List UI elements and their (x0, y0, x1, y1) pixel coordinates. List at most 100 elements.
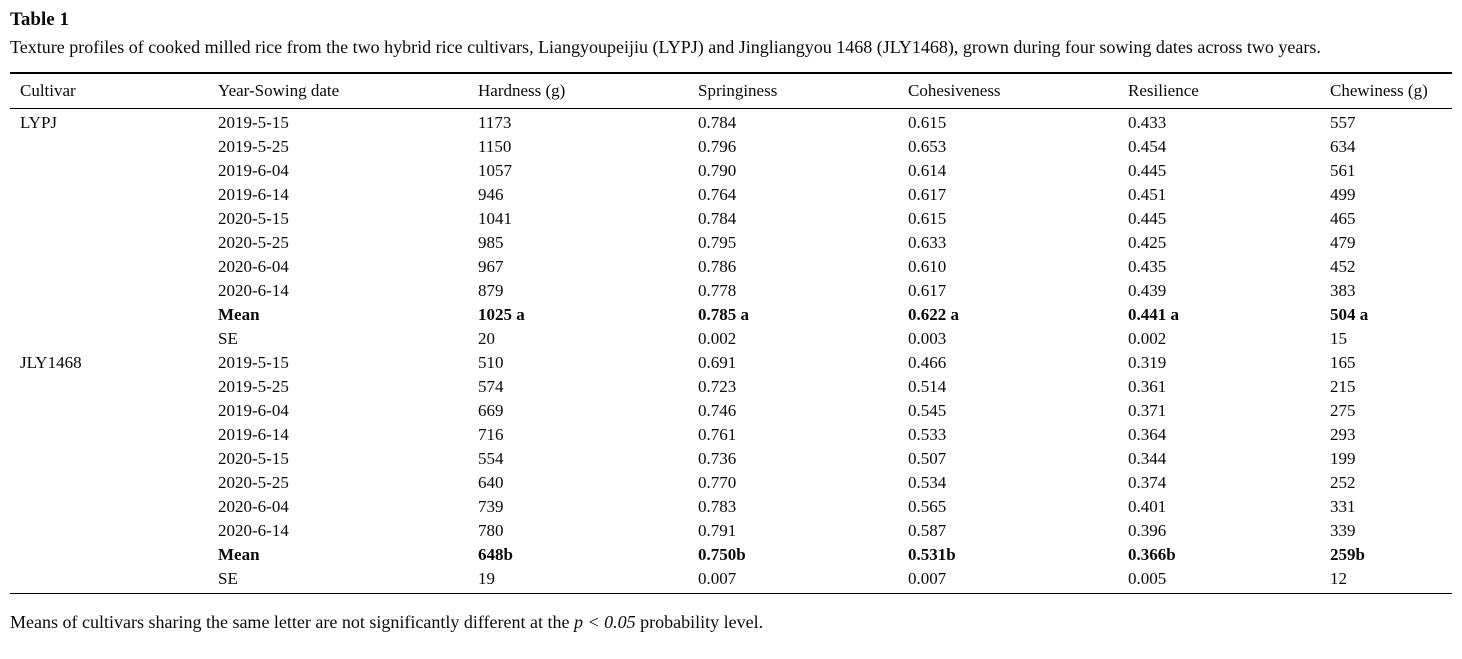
table-cell-date: 2019-6-04 (218, 401, 289, 420)
table-cell-hardness: 967 (478, 257, 504, 276)
footnote-p-value: p < 0.05 (573, 612, 636, 632)
table-cell-chewiness: 499 (1330, 185, 1356, 204)
table-cell-hardness: 1041 (478, 209, 512, 228)
table-cell-springiness: 0.786 (698, 257, 737, 276)
data-table: Cultivar Year-Sowing date Hardness (g) S… (10, 72, 1452, 594)
table-cell-resilience: 0.435 (1128, 257, 1167, 276)
table-cell-chewiness: 557 (1330, 113, 1356, 132)
table-cell-cultivar (10, 255, 208, 279)
table-label: Table 1 (10, 9, 69, 30)
table-cell-chewiness: 561 (1330, 161, 1356, 180)
table-cell-springiness: 0.002 (698, 329, 737, 348)
table-cell-date: 2019-5-15 (218, 353, 289, 372)
table-cell-hardness: 640 (478, 473, 504, 492)
table-cell-cohesiveness: 0.617 (908, 185, 947, 204)
table-cell-chewiness: 383 (1330, 281, 1356, 300)
table-cell-date: SE (218, 569, 238, 588)
table-cell-resilience: 0.439 (1128, 281, 1167, 300)
table-cell-resilience: 0.366b (1128, 545, 1176, 564)
table-cell-springiness: 0.770 (698, 473, 737, 492)
table-cell-cohesiveness: 0.614 (908, 161, 947, 180)
table-cell-hardness: 985 (478, 233, 504, 252)
table-cell-hardness: 19 (478, 569, 495, 588)
table-cell-cohesiveness: 0.533 (908, 425, 947, 444)
table-cell-date: 2020-6-04 (218, 257, 289, 276)
table-row: 2019-6-04 1057 0.790 0.614 0.445 561 (10, 159, 1452, 183)
table-cell-cohesiveness: 0.466 (908, 353, 947, 372)
table-cell-date: Mean (218, 545, 260, 564)
table-cell-cultivar (10, 183, 208, 207)
table-cell-hardness: 510 (478, 353, 504, 372)
table-cell-chewiness: 331 (1330, 497, 1356, 516)
table-cell-date: 2020-5-25 (218, 233, 289, 252)
table-cell-resilience: 0.451 (1128, 185, 1167, 204)
table-cell-springiness: 0.791 (698, 521, 737, 540)
table-row: SE 20 0.002 0.003 0.002 15 (10, 327, 1452, 351)
table-cell-hardness: 1057 (478, 161, 512, 180)
table-cell-chewiness: 252 (1330, 473, 1356, 492)
table-cell-chewiness: 215 (1330, 377, 1356, 396)
table-cell-cultivar (10, 543, 208, 567)
table-cell-hardness: 20 (478, 329, 495, 348)
table-row: 2020-6-04 739 0.783 0.565 0.401 331 (10, 495, 1452, 519)
table-cell-cultivar (10, 519, 208, 543)
table-row: Mean 1025 a 0.785 a 0.622 a 0.441 a 504 a (10, 303, 1452, 327)
table-cell-cultivar (10, 207, 208, 231)
table-row: 2020-5-25 640 0.770 0.534 0.374 252 (10, 471, 1452, 495)
column-header-hardness: Hardness (g) (478, 81, 566, 100)
table-cell-resilience: 0.401 (1128, 497, 1167, 516)
table-cell-cultivar (10, 135, 208, 159)
footnote-text: Means of cultivars sharing the same lett… (10, 612, 574, 632)
table-cell-date: 2020-6-04 (218, 497, 289, 516)
table-cell-date: 2019-5-15 (218, 113, 289, 132)
table-cell-cultivar: LYPJ (20, 113, 58, 132)
table-cell-cohesiveness: 0.633 (908, 233, 947, 252)
table-cell-resilience: 0.445 (1128, 209, 1167, 228)
table-cell-date: 2019-6-14 (218, 185, 289, 204)
table-cell-cultivar (10, 279, 208, 303)
table-row: SE 19 0.007 0.007 0.005 12 (10, 567, 1452, 591)
table-cell-chewiness: 12 (1330, 569, 1347, 588)
table-cell-cultivar (10, 327, 208, 351)
table-cell-springiness: 0.736 (698, 449, 737, 468)
table-cell-cohesiveness: 0.610 (908, 257, 947, 276)
column-header-chewiness: Chewiness (g) (1330, 81, 1428, 100)
table-row: Mean 648b 0.750b 0.531b 0.366b 259b (10, 543, 1452, 567)
table-cell-resilience: 0.441 a (1128, 305, 1179, 324)
table-cell-cohesiveness: 0.545 (908, 401, 947, 420)
table-cell-cultivar (10, 231, 208, 255)
footnote-text-end: probability level. (635, 612, 764, 632)
table-cell-resilience: 0.425 (1128, 233, 1167, 252)
table-cell-chewiness: 634 (1330, 137, 1356, 156)
table-row: 2020-5-25 985 0.795 0.633 0.425 479 (10, 231, 1452, 255)
table-cell-hardness: 669 (478, 401, 504, 420)
table-cell-springiness: 0.723 (698, 377, 737, 396)
table-cell-cohesiveness: 0.514 (908, 377, 947, 396)
table-cell-cohesiveness: 0.565 (908, 497, 947, 516)
table-cell-chewiness: 275 (1330, 401, 1356, 420)
paper-table-figure: Table 1 Texture profiles of cooked mille… (10, 8, 1452, 635)
table-cell-springiness: 0.785 a (698, 305, 749, 324)
table-row: 2020-6-14 780 0.791 0.587 0.396 339 (10, 519, 1452, 543)
table-cell-date: 2020-6-14 (218, 521, 289, 540)
table-row: 2019-6-14 716 0.761 0.533 0.364 293 (10, 423, 1452, 447)
table-cell-cohesiveness: 0.587 (908, 521, 947, 540)
table-cell-cohesiveness: 0.617 (908, 281, 947, 300)
table-cell-resilience: 0.445 (1128, 161, 1167, 180)
table-cell-date: 2020-6-14 (218, 281, 289, 300)
table-row: 2019-6-14 946 0.764 0.617 0.451 499 (10, 183, 1452, 207)
table-cell-springiness: 0.778 (698, 281, 737, 300)
table-cell-cohesiveness: 0.534 (908, 473, 947, 492)
table-cell-hardness: 554 (478, 449, 504, 468)
table-cell-springiness: 0.784 (698, 113, 737, 132)
column-header-resilience: Resilience (1128, 81, 1199, 100)
table-cell-date: 2020-5-15 (218, 209, 289, 228)
table-cell-springiness: 0.691 (698, 353, 737, 372)
table-cell-resilience: 0.433 (1128, 113, 1167, 132)
table-row: 2020-5-15 554 0.736 0.507 0.344 199 (10, 447, 1452, 471)
table-cell-chewiness: 199 (1330, 449, 1356, 468)
table-cell-date: 2020-5-15 (218, 449, 289, 468)
table-cell-springiness: 0.764 (698, 185, 737, 204)
table-cell-resilience: 0.454 (1128, 137, 1167, 156)
table-cell-cohesiveness: 0.007 (908, 569, 947, 588)
